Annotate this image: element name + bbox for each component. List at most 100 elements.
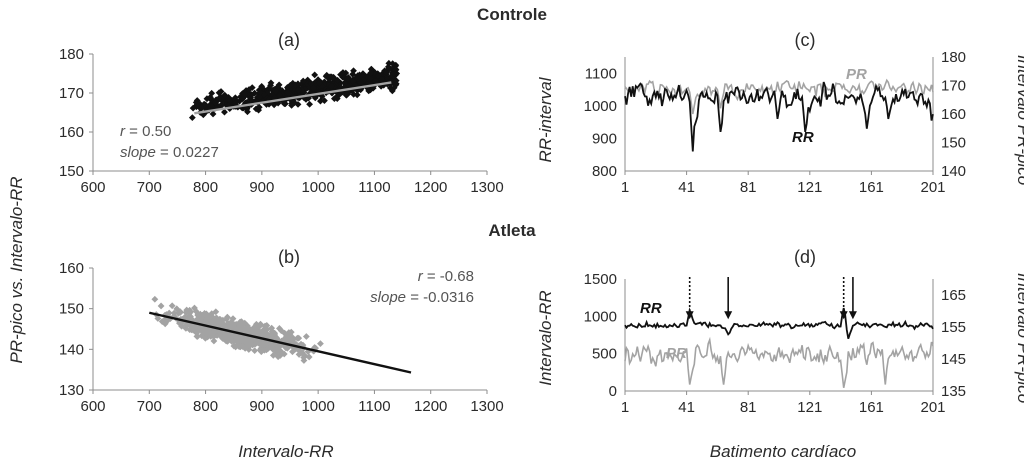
panel-a-y-tick-label: 160 bbox=[59, 124, 84, 141]
panel-d-left-tick-label: 500 bbox=[592, 346, 617, 363]
panel-a-point bbox=[389, 60, 397, 67]
panel-c-x-tick-label: 201 bbox=[920, 179, 945, 196]
panel-a-point bbox=[208, 102, 215, 110]
panel-b-point bbox=[251, 340, 259, 348]
panel-d-x-tick-label: 81 bbox=[740, 399, 757, 416]
panel-b-x-tick-label: 1000 bbox=[301, 398, 334, 415]
panel-b-point bbox=[268, 328, 276, 335]
panel-a-point bbox=[211, 99, 219, 107]
panel-a-point bbox=[284, 88, 292, 96]
panel-a-point bbox=[218, 101, 226, 109]
panel-a-point bbox=[366, 79, 374, 86]
panel-a-point bbox=[251, 89, 258, 97]
panel-a-point bbox=[328, 89, 336, 97]
panel-a-point bbox=[305, 84, 313, 92]
panel-b-point bbox=[229, 315, 237, 323]
panel-a-point bbox=[231, 99, 239, 107]
panel-a-slope-stat: slope = 0.0227 bbox=[120, 144, 219, 161]
panel-a-point bbox=[262, 93, 270, 101]
panel-b-regression-line bbox=[149, 311, 412, 374]
panel-a-x-tick-label: 700 bbox=[137, 179, 162, 196]
panel-c-x-tick-label: 121 bbox=[797, 179, 822, 196]
panel-b-points bbox=[151, 295, 324, 364]
panel-b-point bbox=[163, 311, 170, 318]
panel-a-point bbox=[317, 97, 324, 105]
panel-b-point bbox=[165, 309, 173, 317]
panel-d-event-arrow-head bbox=[724, 311, 733, 320]
panel-b-point bbox=[301, 352, 308, 360]
panel-b-point bbox=[194, 326, 202, 333]
panel-a-point bbox=[350, 67, 357, 75]
panel-a-x-tick-label: 800 bbox=[193, 179, 218, 196]
panel-d-x-tick-label: 121 bbox=[797, 399, 822, 416]
panel-b-point bbox=[245, 325, 253, 333]
panel-c-label: (c) bbox=[795, 30, 816, 50]
panel-b-r-stat: r = -0.68 bbox=[418, 268, 474, 285]
panel-d-left-tick-label: 1500 bbox=[584, 271, 617, 288]
panel-a-point bbox=[315, 79, 323, 87]
panel-b-point bbox=[236, 318, 244, 326]
section-title-atleta: Atleta bbox=[488, 221, 536, 240]
panel-a-point bbox=[226, 97, 234, 105]
section-title-controle: Controle bbox=[477, 5, 547, 24]
panel-a-point bbox=[202, 101, 209, 109]
panel-a-point bbox=[240, 104, 248, 112]
panel-b-x-tick-label: 1100 bbox=[358, 398, 390, 415]
panel-a-point bbox=[242, 87, 250, 94]
panel-a-point bbox=[272, 87, 279, 95]
panel-c-left-tick-label: 1000 bbox=[584, 98, 617, 115]
panel-d-event-arrow-head bbox=[685, 311, 694, 320]
panel-a-point bbox=[236, 97, 243, 105]
panel-a-point bbox=[348, 87, 356, 94]
panel-b-point bbox=[188, 326, 195, 334]
panel-a-point bbox=[382, 69, 390, 76]
panel-b-point bbox=[243, 340, 251, 348]
panel-d-pr-line bbox=[624, 336, 934, 388]
panel-b-point bbox=[235, 340, 242, 348]
panel-a-point bbox=[386, 81, 394, 89]
panel-b-point bbox=[237, 324, 245, 332]
panel-a-point bbox=[193, 100, 201, 108]
panel-a-points bbox=[188, 59, 401, 122]
panel-a-point bbox=[318, 82, 326, 90]
panel-b-x-tick-label: 900 bbox=[249, 398, 274, 415]
panel-a-x-tick-label: 1100 bbox=[358, 179, 390, 196]
panel-a-point bbox=[294, 86, 302, 94]
panel-a-point bbox=[243, 105, 250, 113]
panel-a-point bbox=[321, 97, 328, 105]
panel-b-point bbox=[263, 322, 271, 329]
panel-a-point bbox=[247, 96, 255, 104]
panel-d-axes: 1 41 81 121 161 201 0 500 1000 1500 135 145 155 165 bbox=[584, 271, 966, 416]
panel-b-point bbox=[241, 319, 249, 327]
panel-a-point bbox=[286, 81, 294, 89]
panel-c-x-tick-label: 81 bbox=[740, 179, 757, 196]
panel-a-point bbox=[383, 74, 391, 82]
panel-b-point bbox=[161, 320, 169, 328]
panel-a-point bbox=[392, 65, 400, 73]
panel-b-y-tick-label: 160 bbox=[59, 260, 84, 277]
scatter-y-axis-label: PR-pico vs. Intervalo-RR bbox=[7, 176, 26, 363]
panel-b-point bbox=[251, 347, 259, 355]
panel-b-point bbox=[276, 325, 283, 332]
panel-b-point bbox=[297, 340, 305, 348]
panel-a-point bbox=[337, 71, 344, 78]
panel-a-y-tick-label: 170 bbox=[59, 85, 84, 102]
panel-c-right-tick-label: 140 bbox=[941, 163, 966, 180]
panel-b-point bbox=[201, 318, 209, 326]
panel-a-point bbox=[256, 89, 264, 97]
panel-a-y-tick-label: 180 bbox=[59, 46, 84, 63]
panel-b-point bbox=[212, 327, 220, 334]
panel-b-x-tick-label: 800 bbox=[193, 398, 218, 415]
panel-b-point bbox=[193, 329, 201, 337]
panel-a-point bbox=[236, 93, 244, 101]
panel-a-point bbox=[284, 84, 291, 91]
panel-d-x-tick-label: 161 bbox=[859, 399, 884, 416]
panel-d-rr-line bbox=[624, 307, 934, 339]
panel-a-point bbox=[288, 102, 295, 109]
panel-b-axes: 600 700 800 900 1000 1100 1200 1300 130 140 150 160 bbox=[59, 260, 504, 415]
panel-a-point bbox=[304, 76, 312, 84]
panel-b-point bbox=[154, 315, 162, 322]
panel-b-point bbox=[219, 316, 227, 324]
panel-b-point bbox=[192, 307, 200, 315]
panel-b-point bbox=[170, 309, 178, 317]
